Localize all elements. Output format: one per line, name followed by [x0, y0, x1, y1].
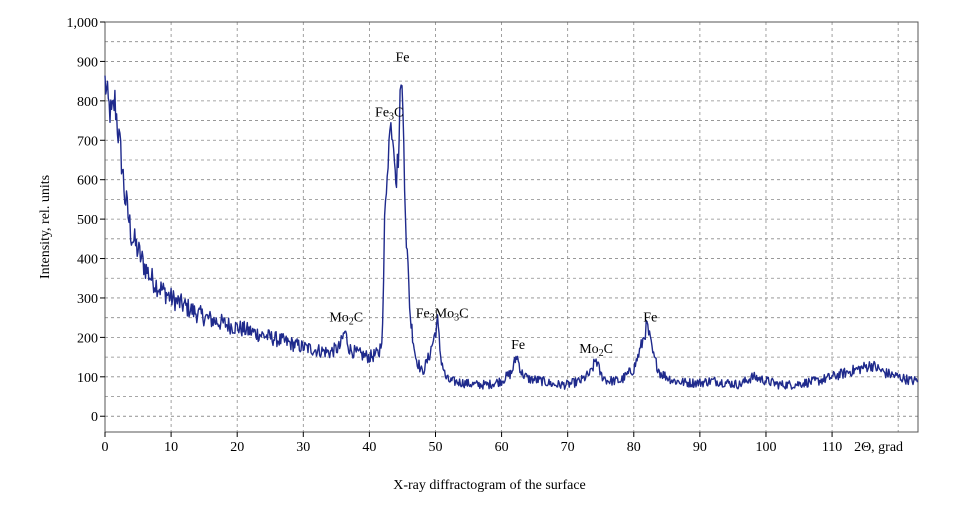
x-tick-label: 110 [822, 440, 842, 455]
y-axis: 0 100 200 300 400 500 600 700 800 900 1,000 [67, 16, 105, 425]
y-tick-label: 900 [77, 55, 98, 70]
peak-labels: Fe Fe3C Mo2C Fe3Mo3C Fe Mo2C Fe [329, 50, 657, 359]
y-tick-label: 200 [77, 331, 98, 346]
y-tick-label: 0 [91, 410, 98, 425]
peak-label: Mo2C [329, 311, 363, 328]
y-tick-label: 700 [77, 134, 98, 149]
x-tick-label: 50 [428, 440, 442, 455]
y-tick-label: 1,000 [67, 16, 99, 31]
y-tick-label: 300 [77, 292, 98, 307]
figure-caption: X-ray diffractogram of the surface [393, 478, 586, 493]
x-tick-label: 90 [693, 440, 707, 455]
x-tick-label: 20 [230, 440, 244, 455]
x-tick-label: 70 [561, 440, 575, 455]
y-tick-label: 800 [77, 95, 98, 110]
peak-label: Fe [643, 311, 657, 326]
y-tick-label: 100 [77, 371, 98, 386]
x-tick-label: 10 [164, 440, 178, 455]
series-line [104, 75, 919, 390]
peak-label: Fe [511, 338, 525, 353]
peak-label: Fe3C [375, 106, 403, 123]
grid-lines [105, 21, 918, 432]
x-tick-label: 80 [627, 440, 641, 455]
x-tick-label: 40 [362, 440, 376, 455]
peak-label: Fe [395, 50, 409, 65]
x-tick-label: 60 [495, 440, 509, 455]
y-tick-label: 600 [77, 174, 98, 189]
x-axis: 0 10 20 30 40 50 60 70 80 90 100 110 [102, 432, 842, 455]
x-tick-label: 30 [296, 440, 310, 455]
x-tick-label: 100 [755, 440, 776, 455]
y-axis-title: Intensity, rel. units [38, 175, 53, 279]
y-tick-label: 500 [77, 213, 98, 228]
peak-label: Fe3Mo3C [416, 307, 469, 324]
x-axis-title: 2Θ, grad [854, 440, 903, 455]
peak-label: Mo2C [579, 342, 613, 359]
plot-frame [104, 21, 919, 433]
y-tick-label: 400 [77, 253, 98, 268]
x-tick-label: 0 [102, 440, 109, 455]
